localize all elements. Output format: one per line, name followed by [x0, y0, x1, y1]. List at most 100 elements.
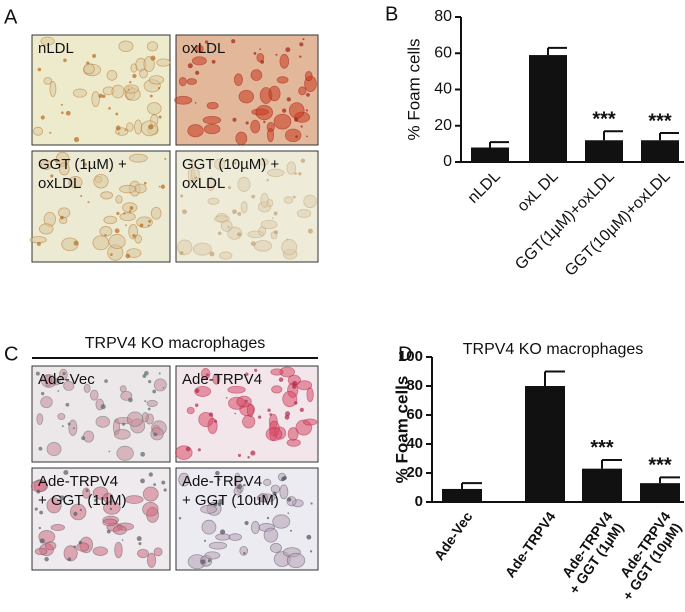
- cell: [206, 101, 219, 110]
- cell: [288, 102, 305, 119]
- significance: ***: [648, 110, 672, 132]
- granule: [282, 108, 287, 113]
- cell: [134, 119, 143, 135]
- cell: [57, 412, 66, 421]
- granule: [152, 389, 157, 394]
- granule: [65, 402, 70, 407]
- granule: [232, 117, 237, 122]
- granule: [273, 211, 278, 216]
- cell: [119, 184, 137, 194]
- granule: [251, 194, 256, 199]
- cell: [238, 89, 255, 104]
- granule: [93, 498, 98, 502]
- cell: [119, 212, 136, 221]
- granule: [182, 209, 187, 215]
- cell: [139, 68, 148, 79]
- bar: [529, 55, 567, 162]
- granule: [67, 422, 71, 426]
- micrograph-label: Ade-TRPV4: [182, 473, 262, 490]
- granule: [158, 115, 162, 119]
- granule: [266, 178, 269, 182]
- cell: [46, 497, 62, 514]
- granule: [194, 388, 200, 393]
- cell: [83, 430, 95, 443]
- micrograph-label: oxLDL: [182, 175, 225, 192]
- cell: [195, 45, 204, 53]
- cell: [153, 547, 163, 557]
- granule: [245, 121, 249, 125]
- cell: [191, 56, 207, 66]
- granule: [194, 403, 199, 407]
- granule: [148, 219, 152, 223]
- cell: [192, 242, 212, 256]
- panel-label: C: [4, 343, 18, 365]
- granule: [34, 507, 38, 511]
- cell: [268, 85, 281, 102]
- granule: [293, 117, 299, 122]
- granule: [217, 478, 221, 481]
- y-tick-label: 20: [406, 464, 423, 481]
- granule: [63, 469, 69, 476]
- cell: [130, 63, 138, 73]
- granule: [245, 372, 249, 376]
- y-tick-label: 80: [434, 8, 452, 25]
- granule: [61, 111, 64, 115]
- cell: [253, 240, 273, 252]
- cell: [233, 73, 243, 87]
- cell: [68, 419, 78, 437]
- granule: [161, 480, 166, 485]
- granule: [293, 401, 298, 405]
- panel-label: B: [385, 3, 398, 25]
- granule: [148, 380, 152, 384]
- bar: [641, 140, 679, 162]
- granule: [213, 502, 218, 507]
- granule: [143, 181, 147, 185]
- cell: [187, 124, 204, 138]
- granule: [132, 73, 137, 79]
- granule: [117, 132, 120, 134]
- chart-title: TRPV4 KO macrophages: [463, 341, 644, 358]
- granule: [129, 206, 134, 210]
- granule: [164, 157, 167, 160]
- granule: [287, 512, 290, 514]
- cell: [298, 86, 307, 96]
- cell: [272, 514, 291, 529]
- panel-label: A: [4, 6, 18, 28]
- granule: [60, 103, 63, 106]
- cell: [147, 102, 162, 115]
- granule: [200, 559, 206, 565]
- cell: [156, 58, 171, 67]
- micrograph-label: oxLDL: [182, 40, 225, 57]
- bar: [585, 140, 623, 162]
- granule: [286, 238, 289, 241]
- cell: [103, 215, 118, 225]
- cell: [153, 378, 167, 392]
- y-tick-label: 0: [415, 493, 423, 510]
- granule: [142, 374, 147, 378]
- cell: [220, 220, 233, 232]
- granule: [108, 107, 111, 110]
- granule: [244, 399, 248, 403]
- granule: [194, 102, 197, 104]
- x-tick-label: Ade-Vec: [431, 508, 476, 563]
- cell: [123, 84, 139, 94]
- granule: [263, 120, 266, 124]
- cell: [258, 158, 269, 166]
- cell: [212, 373, 221, 385]
- cell: [273, 113, 292, 130]
- granule: [275, 53, 278, 56]
- granule: [62, 371, 66, 376]
- cell: [260, 219, 278, 230]
- cell: [32, 126, 44, 136]
- cell: [100, 191, 114, 200]
- y-tick-label: 60: [406, 406, 423, 423]
- cell: [204, 551, 221, 560]
- cell: [148, 75, 165, 85]
- granule: [267, 408, 271, 412]
- granule: [86, 61, 90, 65]
- granule: [73, 545, 76, 549]
- micrograph-label: Ade-TRPV4: [38, 473, 118, 490]
- cell: [208, 541, 228, 550]
- granule: [298, 172, 302, 176]
- granule: [299, 42, 304, 47]
